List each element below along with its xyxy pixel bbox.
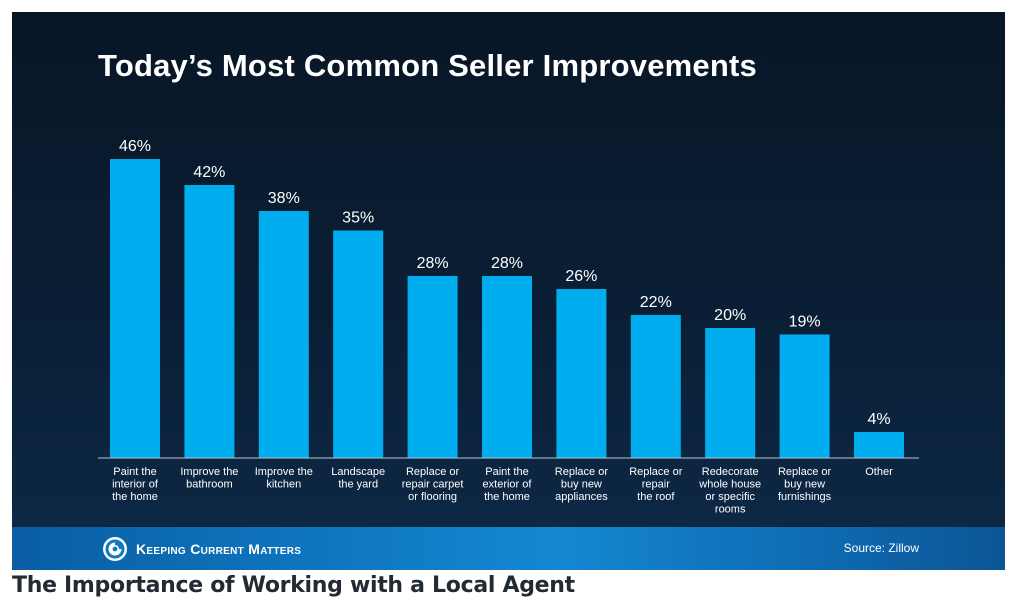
category-label: Replace or repair the roof (629, 466, 683, 503)
bar (779, 334, 830, 458)
category-label: Other (865, 466, 893, 478)
category-label: Replace or buy new furnishings (778, 466, 832, 503)
bar (630, 315, 681, 458)
brand-name: Keeping Current Matters (136, 541, 302, 557)
category-label: Improve the kitchen (255, 466, 313, 491)
value-labels-group: 46% 42% 38% 35% 28% 28% 26% 22% 20% 19% 4% (119, 138, 891, 428)
bar (854, 432, 904, 458)
bar-chart: 46% 42% 38% 35% 28% 28% 26% 22% 20% 19% 4% Paint t… (98, 138, 919, 516)
bars-group (110, 159, 904, 458)
bar-value-label: 26% (565, 268, 597, 285)
bar-value-label: 20% (714, 307, 746, 324)
source-text: Source: Zillow (843, 541, 919, 555)
brand-logo-icon (103, 537, 127, 561)
category-label: Replace or buy new appliances (555, 466, 609, 503)
bar (110, 159, 160, 458)
category-label: Redecorate whole house or specific rooms (698, 466, 761, 516)
category-labels-group: Paint the interior of the home Improve the b… (112, 466, 893, 516)
bar (705, 328, 756, 458)
category-label: Improve the bathroom (180, 466, 238, 491)
chart-title: Today’s Most Common Seller Improvements (98, 48, 757, 83)
bar (184, 185, 235, 458)
bar (258, 211, 309, 458)
bar-value-label: 46% (119, 138, 151, 155)
bar-value-label: 19% (789, 314, 821, 331)
category-label: Landscape the yard (331, 466, 385, 491)
bar (407, 276, 458, 458)
bar (333, 230, 384, 458)
bar-value-label: 42% (193, 164, 225, 181)
chart-slide: Today’s Most Common Seller Improvements … (12, 12, 1005, 570)
page-caption: The Importance of Working with a Local A… (12, 573, 575, 598)
bar-value-label: 28% (417, 255, 449, 272)
bar-value-label: 35% (342, 210, 374, 227)
bar (482, 276, 532, 458)
bar (556, 289, 607, 458)
bar-value-label: 22% (640, 294, 672, 311)
category-label: Paint the exterior of the home (483, 466, 533, 503)
bar-value-label: 38% (268, 190, 300, 207)
footer-band: Keeping Current Matters Source: Zillow (12, 527, 1005, 570)
category-label: Replace or repair carpet or flooring (402, 466, 464, 503)
bar-value-label: 28% (491, 255, 523, 272)
bar-value-label: 4% (867, 411, 890, 428)
category-label: Paint the interior of the home (112, 466, 159, 503)
brand: Keeping Current Matters (102, 536, 301, 562)
